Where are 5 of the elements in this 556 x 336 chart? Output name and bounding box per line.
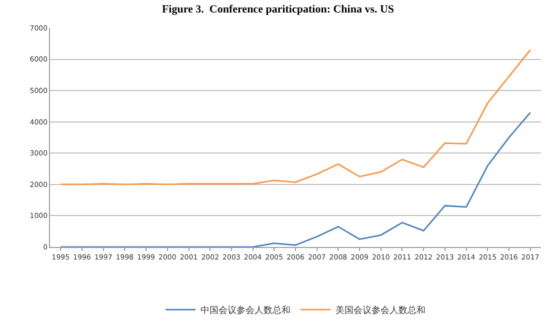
chart-title: Figure 3. Conference pariticpation: China vs. US [162, 4, 394, 16]
line-series [60, 49, 532, 186]
legend-label: 中国会议参会人数总和 [200, 305, 290, 316]
legend-label: 美国会议参会人数总和 [336, 305, 426, 316]
line-series [60, 112, 532, 247]
